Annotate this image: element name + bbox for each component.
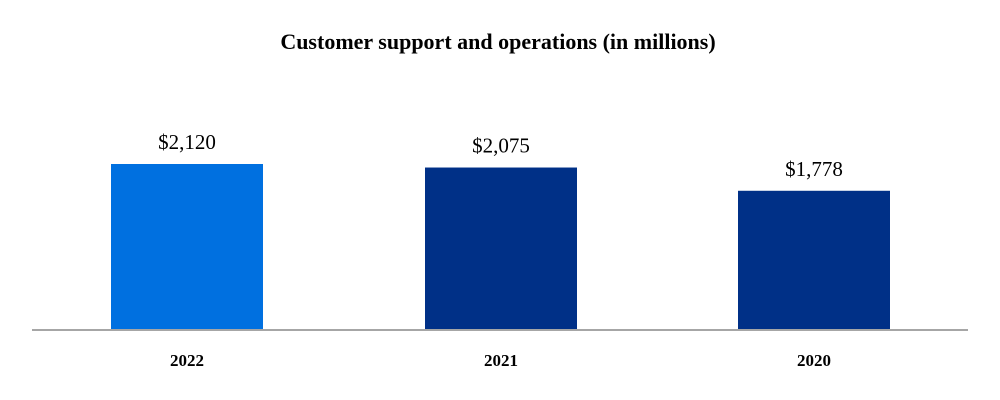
bar-2021	[425, 167, 577, 330]
category-label-2020: 2020	[797, 351, 831, 370]
chart-title: Customer support and operations (in mill…	[280, 29, 715, 54]
value-labels-group: $2,120 $2,075 $1,778	[158, 130, 843, 181]
category-label-2021: 2021	[484, 351, 518, 370]
category-labels-group: 2022 2021 2020	[170, 351, 831, 370]
category-label-2022: 2022	[170, 351, 204, 370]
value-label-2021: $2,075	[472, 134, 530, 158]
value-label-2020: $1,778	[785, 157, 843, 181]
bar-2020	[738, 190, 890, 330]
value-label-2022: $2,120	[158, 130, 216, 154]
bars-group	[111, 164, 890, 330]
bar-2022	[111, 164, 263, 330]
